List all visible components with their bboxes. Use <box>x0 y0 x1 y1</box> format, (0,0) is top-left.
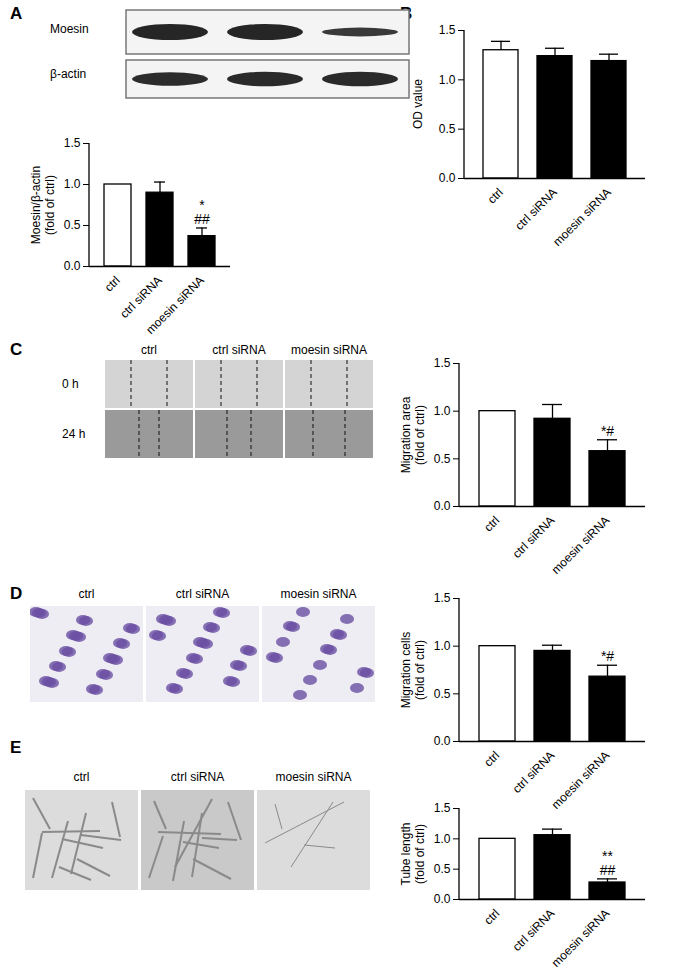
svg-text:0.0: 0.0 <box>434 892 451 906</box>
html-text:ctrl: ctrl <box>73 770 90 784</box>
svg-text:0.5: 0.5 <box>64 218 81 232</box>
html-text:OD value: OD value <box>411 79 425 129</box>
svg-text:0.5: 0.5 <box>439 122 456 136</box>
svg-text:moesin siRNA: moesin siRNA <box>143 273 207 337</box>
svg-text:1.0: 1.0 <box>434 639 451 653</box>
svg-text:moesin siRNA: moesin siRNA <box>549 906 613 970</box>
html-text:B: B <box>400 4 413 23</box>
svg-text:ctrl siRNA: ctrl siRNA <box>510 748 558 796</box>
svg-text:1.5: 1.5 <box>434 591 451 605</box>
svg-text:moesin siRNA: moesin siRNA <box>550 185 614 249</box>
html-text:D: D <box>10 584 23 603</box>
svg-text:1.0: 1.0 <box>434 832 451 846</box>
svg-text:ctrl siRNA: ctrl siRNA <box>117 273 165 321</box>
svg-text:1.0: 1.0 <box>434 404 451 418</box>
html-text:E: E <box>10 738 22 757</box>
svg-text:1.5: 1.5 <box>434 356 451 370</box>
svg-text:ctrl: ctrl <box>485 185 506 206</box>
svg-text:0.5: 0.5 <box>434 687 451 701</box>
svg-text:0.0: 0.0 <box>434 734 451 748</box>
svg-text:ctrl: ctrl <box>102 273 123 294</box>
html-text:(fold of ctrl): (fold of ctrl) <box>413 823 427 884</box>
svg-text:1.5: 1.5 <box>64 136 81 150</box>
html-text:Moesin: Moesin <box>50 22 89 36</box>
html-text:moesin siRNA: moesin siRNA <box>291 343 367 357</box>
html-text:ctrl siRNA: ctrl siRNA <box>212 343 266 357</box>
html-text:C: C <box>10 340 23 359</box>
html-text:(fold of ctrl): (fold of ctrl) <box>413 639 427 700</box>
html-text:(fold of ctrl): (fold of ctrl) <box>43 174 57 235</box>
svg-text:**##: **## <box>600 848 616 878</box>
svg-text:ctrl: ctrl <box>481 906 502 927</box>
svg-text:*#: *# <box>601 423 614 439</box>
html-text:Migration area: Migration area <box>399 396 413 473</box>
html-text:ctrl: ctrl <box>141 343 157 357</box>
svg-text:1.0: 1.0 <box>64 177 81 191</box>
svg-text:ctrl siRNA: ctrl siRNA <box>512 185 560 233</box>
svg-text:*##: *## <box>194 197 210 227</box>
html-text:0 h: 0 h <box>62 377 79 391</box>
svg-text:ctrl siRNA: ctrl siRNA <box>510 906 558 954</box>
html-text:moesin siRNA: moesin siRNA <box>275 770 352 784</box>
svg-text:0.5: 0.5 <box>434 452 451 466</box>
svg-text:0.0: 0.0 <box>439 171 456 185</box>
svg-text:ctrl: ctrl <box>481 748 502 769</box>
html-text:Tube length: Tube length <box>399 822 413 885</box>
html-text:β-actin: β-actin <box>50 67 87 81</box>
html-text:ctrl: ctrl <box>78 587 95 601</box>
html-text:ctrl siRNA: ctrl siRNA <box>175 587 230 601</box>
html-text:Migration cells: Migration cells <box>399 631 413 708</box>
svg-text:0.5: 0.5 <box>434 862 451 876</box>
svg-text:0.0: 0.0 <box>64 259 81 273</box>
svg-text:moesin siRNA: moesin siRNA <box>549 748 613 812</box>
html-text:A: A <box>10 4 23 23</box>
svg-text:1.5: 1.5 <box>439 23 456 37</box>
html-text:moesin siRNA: moesin siRNA <box>280 587 357 601</box>
svg-text:ctrl siRNA: ctrl siRNA <box>510 513 558 561</box>
svg-text:*#: *# <box>601 648 614 664</box>
html-text:(fold of ctrl): (fold of ctrl) <box>413 404 427 465</box>
html-text:24 h: 24 h <box>62 427 86 441</box>
svg-text:1.5: 1.5 <box>434 801 451 815</box>
svg-text:moesin siRNA: moesin siRNA <box>549 513 613 577</box>
svg-text:0.0: 0.0 <box>434 499 451 513</box>
html-text:Moesin/β-actin: Moesin/β-actin <box>29 165 43 244</box>
svg-text:1.0: 1.0 <box>439 73 456 87</box>
svg-text:ctrl: ctrl <box>481 513 502 534</box>
html-text:ctrl siRNA: ctrl siRNA <box>170 770 225 784</box>
